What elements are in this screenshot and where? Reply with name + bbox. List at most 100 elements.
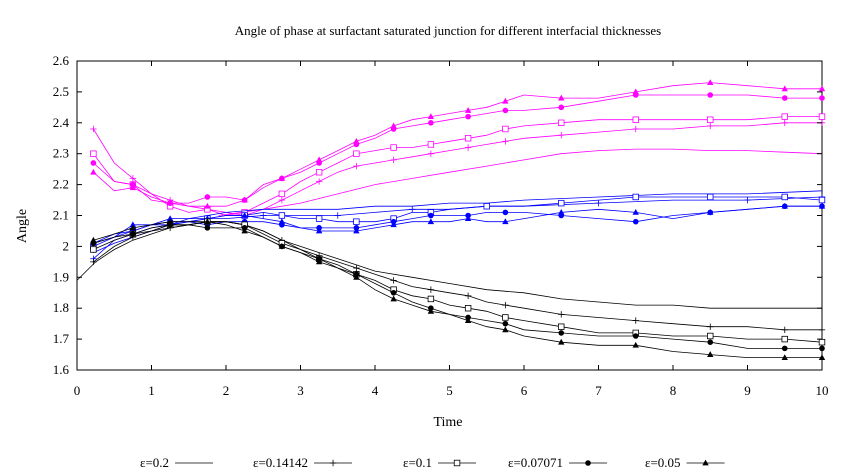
- data-point: [558, 323, 565, 330]
- data-point: [558, 330, 565, 336]
- data-point: [204, 194, 211, 200]
- data-point: [427, 295, 435, 303]
- series-line: [218, 148, 823, 216]
- data-point: [353, 150, 360, 157]
- data-point: [90, 236, 97, 243]
- data-point: [390, 122, 397, 129]
- data-point: [315, 156, 323, 163]
- series-line: [76, 221, 822, 309]
- data-point: [315, 178, 323, 185]
- data-point: [90, 150, 97, 157]
- y-tick-label: 2.2: [53, 177, 69, 192]
- y-axis: 1.6 1.7 1.8 1.9 2 2.1 2.2 2.3 2.4 2.5 2.6: [53, 53, 822, 377]
- legend-label: ε=0.05: [645, 455, 681, 470]
- data-point: [818, 202, 826, 209]
- data-point: [353, 137, 360, 144]
- data-point: [483, 203, 490, 210]
- data-point: [390, 221, 397, 228]
- y-tick-label: 2.3: [53, 146, 69, 161]
- series-blue-6: [90, 193, 826, 262]
- data-point: [502, 218, 509, 225]
- data-point: [707, 323, 714, 330]
- data-point: [818, 196, 826, 204]
- series-magenta-1: [90, 119, 826, 219]
- data-point: [781, 85, 788, 92]
- series-line: [93, 205, 822, 244]
- data-point: [818, 113, 826, 120]
- data-point: [558, 119, 565, 126]
- series-black-12: [90, 218, 826, 346]
- data-point: [558, 131, 565, 139]
- y-tick-label: 1.9: [53, 269, 69, 284]
- data-point: [818, 354, 826, 361]
- x-tick-label: 0: [74, 383, 81, 398]
- data-point: [129, 184, 137, 191]
- data-point: [744, 196, 751, 204]
- series-black-10: [76, 221, 822, 309]
- legend-marker: [585, 460, 591, 466]
- data-point: [819, 95, 825, 101]
- data-point: [428, 212, 434, 219]
- data-point: [707, 92, 714, 98]
- x-tick-label: 6: [521, 383, 528, 398]
- data-point: [90, 160, 97, 166]
- data-point: [204, 202, 211, 209]
- data-point: [632, 88, 639, 95]
- data-point: [315, 227, 323, 234]
- data-point: [502, 301, 509, 309]
- data-point: [818, 326, 826, 334]
- data-point: [781, 335, 788, 343]
- data-point: [632, 341, 639, 348]
- series-magenta-4: [90, 79, 826, 209]
- x-tick-label: 2: [223, 383, 230, 398]
- y-tick-label: 2.4: [53, 115, 70, 130]
- series-line: [93, 221, 823, 343]
- series-line: [93, 224, 822, 349]
- data-point: [427, 218, 435, 225]
- data-point: [315, 258, 323, 265]
- legend-item: ε=0.1: [403, 455, 477, 470]
- data-point: [90, 258, 97, 266]
- data-point: [558, 199, 565, 207]
- data-point: [707, 209, 714, 215]
- legend-marker: [329, 459, 337, 467]
- x-tick-label: 9: [744, 383, 751, 398]
- data-point: [278, 175, 286, 181]
- legend-item: ε=0.05: [645, 455, 725, 470]
- data-point: [427, 286, 435, 293]
- data-point: [464, 317, 472, 323]
- data-point: [781, 345, 788, 352]
- y-tick-label: 1.8: [53, 300, 69, 315]
- data-point: [390, 156, 397, 164]
- data-point: [558, 94, 565, 101]
- data-point: [632, 116, 639, 123]
- data-point: [204, 225, 211, 231]
- data-point: [278, 190, 286, 198]
- data-point: [390, 144, 397, 151]
- data-point: [241, 212, 248, 218]
- data-point: [502, 314, 509, 321]
- data-point: [464, 107, 472, 113]
- data-point: [129, 175, 137, 182]
- data-point: [353, 264, 360, 272]
- x-tick-label: 10: [816, 383, 829, 398]
- legend-label: ε=0.1: [403, 455, 432, 470]
- data-point: [353, 227, 360, 234]
- data-point: [166, 218, 174, 225]
- series-line: [93, 122, 822, 216]
- series-black-13: [90, 221, 825, 352]
- data-point: [390, 295, 397, 302]
- x-tick-label: 3: [297, 383, 304, 398]
- data-point: [427, 113, 435, 120]
- legend: ε=0.2 ε=0.14142 ε=0.1 ε=0.07071 ε=0.05: [140, 455, 725, 470]
- data-point: [502, 97, 509, 104]
- data-point: [707, 332, 714, 340]
- y-tick-label: 2: [63, 238, 70, 253]
- data-point: [781, 95, 788, 101]
- legend-marker: [453, 459, 461, 467]
- data-point: [90, 125, 97, 133]
- data-point: [632, 218, 639, 225]
- data-point: [819, 345, 825, 352]
- data-point: [632, 317, 639, 324]
- legend-item: ε=0.07071: [508, 455, 608, 470]
